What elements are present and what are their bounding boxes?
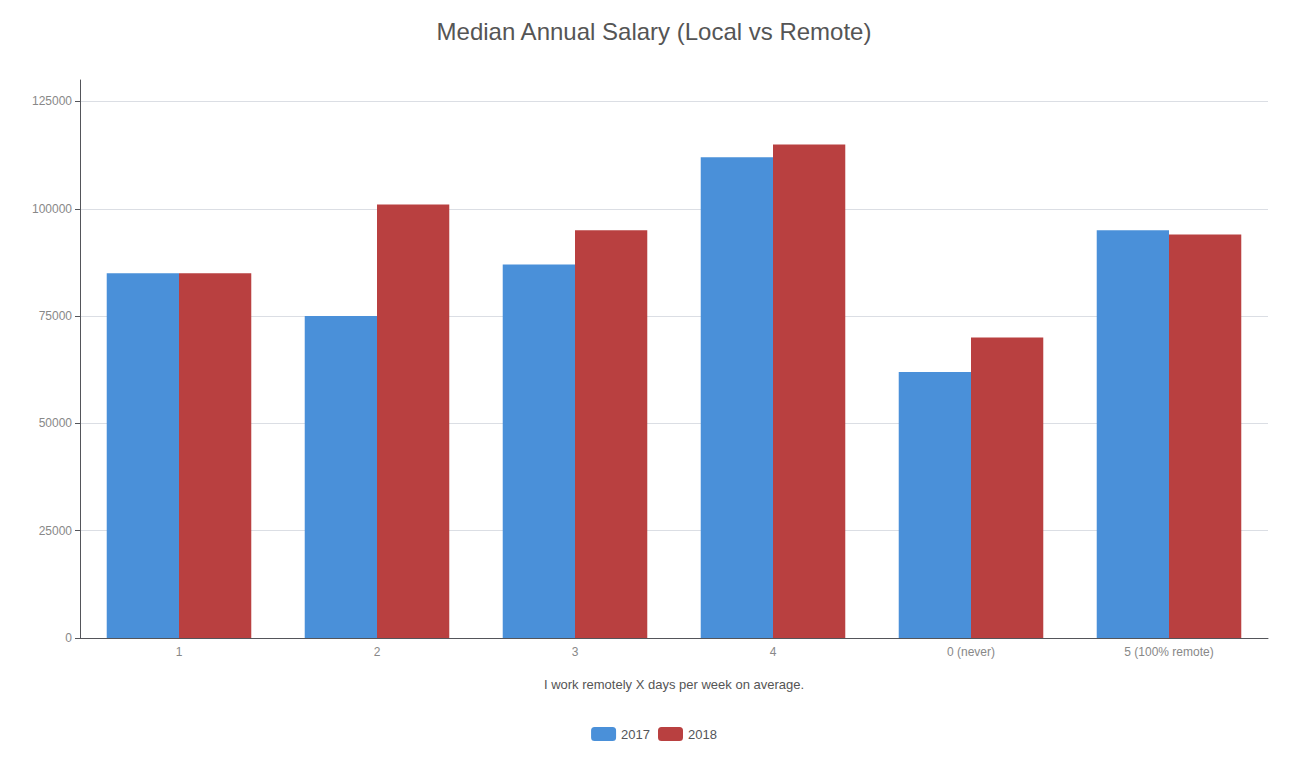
svg-text:5 (100% remote): 5 (100% remote)	[1124, 645, 1213, 659]
svg-text:125000: 125000	[32, 94, 72, 108]
svg-text:0 (never): 0 (never)	[947, 645, 995, 659]
svg-text:2: 2	[374, 645, 381, 659]
svg-text:4: 4	[770, 645, 777, 659]
svg-text:I work remotely X days per wee: I work remotely X days per week on avera…	[544, 677, 804, 692]
svg-text:1: 1	[176, 645, 183, 659]
svg-text:25000: 25000	[39, 524, 73, 538]
svg-text:2017: 2017	[621, 727, 650, 742]
svg-text:100000: 100000	[32, 202, 72, 216]
svg-text:50000: 50000	[39, 416, 73, 430]
svg-text:3: 3	[572, 645, 579, 659]
svg-text:0: 0	[65, 631, 72, 645]
svg-text:2018: 2018	[688, 727, 717, 742]
svg-text:75000: 75000	[39, 309, 73, 323]
svg-text:Median Annual Salary (Local vs: Median Annual Salary (Local vs Remote)	[437, 18, 872, 45]
